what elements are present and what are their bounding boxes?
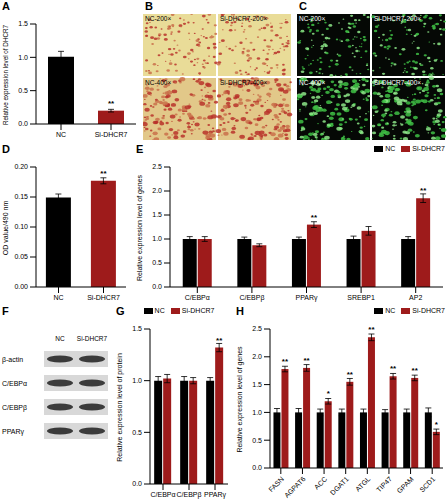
svg-text:AP2: AP2: [409, 294, 422, 301]
html-text:C: C: [299, 0, 307, 12]
svg-text:ACC: ACC: [313, 475, 328, 490]
svg-text:**: **: [108, 99, 115, 108]
svg-text:**: **: [282, 357, 289, 366]
svg-text:NC: NC: [53, 294, 63, 301]
svg-text:Si-DHCR7-400×: Si-DHCR7-400×: [220, 79, 267, 86]
svg-text:0.0: 0.0: [252, 464, 262, 471]
svg-text:1.0: 1.0: [18, 54, 28, 61]
html-text:Si-DHCR7: Si-DHCR7: [412, 307, 445, 314]
svg-text:0.0: 0.0: [152, 283, 162, 290]
svg-text:0.15: 0.15: [14, 193, 28, 200]
html-text:G: G: [116, 305, 125, 317]
svg-text:Si-DHCR7-200×: Si-DHCR7-200×: [374, 15, 421, 22]
svg-text:NC-400×: NC-400×: [299, 79, 325, 86]
svg-text:2.5: 2.5: [252, 325, 262, 332]
html-text:NC: NC: [385, 307, 396, 314]
svg-text:Si-DHCR7: Si-DHCR7: [77, 335, 108, 342]
svg-text:Relative expression level of p: Relative expression level of protein: [116, 353, 124, 462]
svg-text:AGPAT6: AGPAT6: [283, 475, 307, 499]
svg-text:2.0: 2.0: [152, 187, 162, 194]
svg-text:0.05: 0.05: [14, 253, 28, 260]
svg-text:0.00: 0.00: [14, 283, 28, 290]
svg-text:PPARγ: PPARγ: [204, 491, 227, 499]
html-text:E: E: [136, 143, 144, 155]
svg-text:1.0: 1.0: [152, 235, 162, 242]
svg-text:C/EBPβ: C/EBPβ: [176, 491, 201, 499]
html-text:D: D: [2, 143, 10, 155]
svg-text:0.5: 0.5: [252, 437, 262, 444]
svg-text:1.5: 1.5: [152, 211, 162, 218]
svg-text:DGAT1: DGAT1: [329, 475, 350, 496]
svg-text:**: **: [368, 325, 375, 334]
svg-text:0.5: 0.5: [18, 87, 28, 94]
svg-text:C/EBPβ: C/EBPβ: [8, 404, 27, 412]
svg-text:**: **: [420, 186, 427, 195]
svg-text:Relative expression level of g: Relative expression level of genes: [236, 346, 244, 453]
svg-text:OD value/490 nm: OD value/490 nm: [8, 201, 9, 256]
html-text:NC: NC: [385, 145, 396, 152]
svg-text:TIP47: TIP47: [375, 475, 393, 493]
svg-text:1.5: 1.5: [18, 20, 28, 27]
svg-text:1.0: 1.0: [252, 409, 262, 416]
svg-text:C/EBPβ: C/EBPβ: [239, 294, 264, 302]
svg-text:0.0: 0.0: [132, 480, 142, 487]
svg-text:PPARγ: PPARγ: [8, 428, 25, 436]
svg-text:NC: NC: [56, 131, 66, 138]
svg-text:Si-DHCR7-200×: Si-DHCR7-200×: [220, 15, 267, 22]
svg-text:NC-200×: NC-200×: [145, 15, 171, 22]
svg-text:NC-200×: NC-200×: [299, 15, 325, 22]
svg-text:**: **: [311, 213, 318, 222]
svg-text:GPAM: GPAM: [396, 475, 415, 494]
svg-text:1.0: 1.0: [132, 377, 142, 384]
svg-text:0.0: 0.0: [18, 120, 28, 127]
svg-text:NC-400×: NC-400×: [145, 79, 171, 86]
html-text:F: F: [2, 305, 9, 317]
svg-text:*: *: [435, 420, 439, 429]
svg-text:PPARγ: PPARγ: [295, 294, 318, 302]
svg-text:**: **: [412, 366, 419, 375]
svg-text:Si-DHCR7: Si-DHCR7: [95, 131, 128, 138]
svg-text:NC: NC: [55, 335, 65, 342]
svg-text:C/EBPα: C/EBPα: [150, 491, 175, 498]
svg-text:Relative expression level of g: Relative expression level of genes: [136, 174, 144, 281]
svg-text:SREBP1: SREBP1: [347, 294, 375, 301]
svg-text:2.5: 2.5: [152, 163, 162, 170]
svg-text:0.5: 0.5: [132, 429, 142, 436]
html-text:H: H: [236, 305, 244, 317]
svg-text:**: **: [347, 370, 354, 379]
svg-text:SCD1: SCD1: [418, 475, 436, 493]
svg-text:**: **: [100, 169, 107, 178]
svg-text:**: **: [303, 356, 310, 365]
svg-text:β-actin: β-actin: [8, 356, 23, 364]
svg-text:0.5: 0.5: [152, 259, 162, 266]
svg-text:1.5: 1.5: [132, 325, 142, 332]
html-text:B: B: [145, 0, 153, 12]
svg-text:**: **: [390, 364, 397, 373]
svg-text:Relative expression level of D: Relative expression level of DHCR7: [8, 24, 10, 125]
svg-text:0.20: 0.20: [14, 163, 28, 170]
html-text:Si-DHCR7: Si-DHCR7: [412, 145, 445, 152]
html-text:Si-DHCR7: Si-DHCR7: [181, 307, 215, 314]
html-text:NC: NC: [154, 307, 165, 314]
svg-text:1.5: 1.5: [252, 381, 262, 388]
svg-text:ATGL: ATGL: [354, 475, 372, 493]
svg-text:FASN: FASN: [267, 475, 285, 493]
svg-text:C/EBPα: C/EBPα: [185, 294, 210, 301]
svg-text:0.10: 0.10: [14, 223, 28, 230]
svg-text:Si-DHCR7: Si-DHCR7: [87, 294, 120, 301]
svg-text:**: **: [216, 336, 223, 345]
svg-text:2.0: 2.0: [252, 353, 262, 360]
svg-text:C/EBPα: C/EBPα: [8, 380, 27, 387]
svg-text:*: *: [327, 389, 331, 398]
html-text:A: A: [2, 0, 10, 12]
svg-text:Si-DHCR7-400×: Si-DHCR7-400×: [374, 79, 421, 86]
